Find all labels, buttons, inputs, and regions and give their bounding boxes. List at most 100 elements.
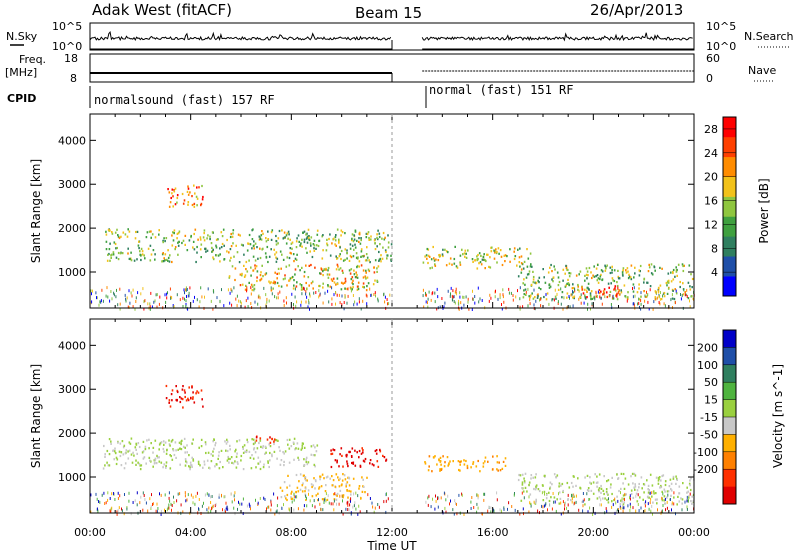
- velocity-echo-cell: [549, 486, 552, 489]
- power-echo-cell: [340, 288, 343, 291]
- power-echo-cell: [177, 241, 179, 244]
- power-echo-cell: [189, 191, 191, 194]
- velocity-clutter-cell: [350, 512, 352, 516]
- power-echo-cell: [313, 249, 316, 252]
- velocity-echo-cell: [115, 456, 118, 459]
- power-echo-cell: [221, 235, 224, 238]
- power-echo-cell: [390, 258, 392, 261]
- power-echo-cell: [573, 295, 576, 298]
- velocity-echo-cell: [321, 473, 324, 476]
- power-echo-cell: [337, 265, 339, 268]
- velocity-echo-cell: [619, 502, 622, 505]
- power-echo-cell: [611, 265, 613, 268]
- velocity-echo-cell: [666, 496, 668, 499]
- velocity-echo-cell: [244, 450, 246, 453]
- velocity-clutter-cell: [275, 510, 277, 514]
- velocity-clutter-cell: [673, 491, 675, 495]
- power-clutter-cell: [366, 294, 368, 298]
- velocity-echo-cell: [559, 497, 562, 500]
- velocity-echo-cell: [439, 460, 442, 463]
- power-echo-cell: [625, 269, 627, 272]
- power-echo-cell: [230, 256, 232, 259]
- power-echo-cell: [646, 281, 649, 284]
- power-clutter-cell: [96, 296, 97, 300]
- velocity-echo-cell: [600, 484, 602, 488]
- velocity-clutter-cell: [435, 499, 437, 503]
- power-clutter-cell: [106, 286, 108, 290]
- velocity-echo-cell: [649, 473, 652, 476]
- power-clutter-cell: [347, 287, 349, 291]
- power-echo-cell: [350, 268, 353, 271]
- power-echo-cell: [369, 261, 371, 264]
- power-echo-cell: [219, 247, 221, 250]
- velocity-colorbar-tick-label: 15: [704, 394, 718, 407]
- power-echo-cell: [252, 269, 255, 272]
- velocity-echo-cell: [218, 451, 220, 454]
- power-echo-cell: [355, 271, 357, 274]
- velocity-echo-cell: [184, 451, 186, 454]
- power-echo-cell: [630, 278, 633, 281]
- velocity-echo-cell: [119, 442, 122, 445]
- velocity-echo-cell: [584, 503, 586, 506]
- power-echo-cell: [356, 266, 358, 269]
- power-echo-cell: [297, 265, 299, 268]
- power-echo-cell: [616, 298, 619, 301]
- power-colorbar-segment: [723, 276, 736, 297]
- power-echo-cell: [353, 248, 355, 251]
- power-echo-cell: [518, 256, 521, 259]
- power-echo-cell: [220, 246, 223, 249]
- velocity-clutter-cell: [306, 504, 308, 508]
- power-echo-cell: [275, 251, 278, 254]
- power-echo-cell: [140, 258, 142, 262]
- velocity-echo-cell: [236, 452, 238, 455]
- power-echo-cell: [498, 252, 500, 255]
- velocity-clutter-cell: [622, 506, 624, 510]
- velocity-echo-cell: [288, 447, 291, 450]
- power-echo-cell: [171, 260, 173, 264]
- velocity-echo-cell: [428, 465, 430, 468]
- velocity-echo-cell: [654, 498, 657, 501]
- power-clutter-cell: [646, 290, 647, 294]
- velocity-echo-cell: [534, 488, 537, 491]
- velocity-echo-cell: [280, 496, 283, 499]
- power-echo-cell: [689, 288, 692, 291]
- power-clutter-cell: [318, 289, 320, 293]
- power-clutter-cell: [560, 287, 562, 291]
- velocity-echo-cell: [521, 483, 524, 486]
- power-echo-cell: [474, 259, 477, 262]
- power-echo-cell: [239, 284, 242, 287]
- power-clutter-cell: [488, 299, 490, 303]
- velocity-echo-cell: [636, 489, 639, 492]
- velocity-echo-cell: [428, 455, 431, 458]
- velocity-echo-cell: [150, 442, 152, 445]
- velocity-clutter-cell: [513, 493, 515, 497]
- power-echo-cell: [222, 228, 225, 231]
- velocity-echo-cell: [181, 388, 184, 391]
- velocity-echo-cell: [188, 465, 190, 468]
- velocity-echo-cell: [524, 486, 527, 489]
- power-echo-cell: [567, 278, 569, 281]
- velocity-echo-cell: [286, 486, 288, 489]
- velocity-clutter-cell: [623, 498, 625, 501]
- velocity-echo-cell: [268, 443, 270, 446]
- power-clutter-cell: [548, 302, 550, 306]
- power-echo-cell: [162, 252, 164, 255]
- power-echo-cell: [172, 231, 174, 234]
- velocity-echo-cell: [229, 448, 231, 451]
- velocity-echo-cell: [237, 462, 239, 465]
- velocity-echo-cell: [669, 478, 672, 481]
- velocity-clutter-cell: [234, 498, 235, 502]
- velocity-echo-cell: [110, 440, 112, 443]
- velocity-clutter-cell: [456, 502, 457, 506]
- velocity-echo-cell: [168, 401, 170, 404]
- power-echo-cell: [379, 243, 381, 246]
- y-tick-label: 4000: [58, 339, 86, 352]
- power-echo-cell: [360, 264, 363, 267]
- velocity-clutter-cell: [529, 501, 531, 505]
- power-echo-cell: [606, 264, 608, 267]
- velocity-echo-cell: [245, 450, 248, 454]
- power-clutter-cell: [158, 302, 160, 306]
- velocity-echo-cell: [521, 481, 524, 484]
- power-echo-cell: [428, 255, 431, 258]
